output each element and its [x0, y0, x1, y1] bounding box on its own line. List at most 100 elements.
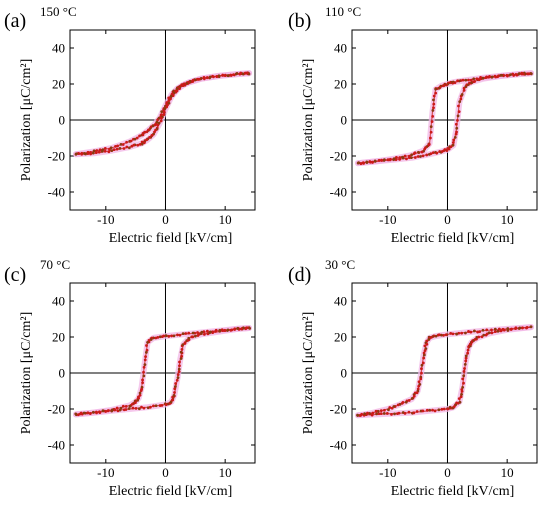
y-tick-label: 0 [341, 366, 348, 381]
data-point [181, 84, 185, 87]
data-point [441, 84, 445, 88]
data-point [114, 144, 117, 148]
data-point [116, 144, 120, 148]
data-point [97, 150, 101, 154]
data-point [499, 329, 503, 333]
data-point [390, 406, 394, 410]
data-point [371, 411, 375, 415]
data-point [143, 363, 147, 367]
data-point [371, 161, 374, 164]
data-point [476, 330, 480, 334]
data-point [454, 132, 458, 136]
data-point [473, 80, 477, 83]
data-point [223, 73, 227, 77]
y-tick-label: -20 [330, 402, 347, 417]
data-point [432, 98, 435, 102]
data-point [183, 341, 187, 345]
data-point [433, 409, 437, 413]
data-point [178, 333, 182, 337]
data-point [469, 78, 473, 82]
data-point [385, 412, 389, 415]
data-point [80, 152, 84, 156]
data-point [410, 397, 414, 400]
data-point [141, 378, 144, 382]
data-point [211, 330, 215, 334]
data-point [396, 403, 400, 407]
data-point [142, 370, 145, 374]
data-point [461, 386, 465, 389]
data-point [403, 154, 407, 158]
data-point [203, 332, 206, 336]
data-point [159, 113, 163, 117]
data-point [106, 409, 110, 413]
data-point [488, 75, 491, 78]
data-point [462, 374, 466, 378]
data-point [125, 145, 129, 149]
data-point [75, 152, 78, 156]
data-point [165, 105, 169, 109]
data-point [165, 101, 169, 104]
data-point [434, 87, 438, 91]
data-point [457, 110, 461, 114]
data-point [156, 123, 160, 127]
data-point [362, 161, 365, 165]
data-point [206, 329, 209, 333]
y-tick-label: 0 [59, 366, 66, 381]
data-layer [354, 70, 535, 167]
data-point [420, 150, 424, 154]
data-point [141, 381, 144, 385]
data-point [506, 327, 510, 330]
data-point [434, 91, 438, 95]
data-point [403, 411, 407, 415]
data-point [133, 137, 137, 141]
y-tick-label: 20 [52, 330, 65, 345]
data-point [469, 330, 473, 334]
data-point [520, 71, 524, 75]
data-point [525, 326, 528, 330]
series-line-descending [357, 326, 532, 416]
x-axis-label: Electric field [kV/cm] [391, 484, 515, 499]
data-point [417, 380, 421, 384]
data-point [167, 334, 171, 338]
data-point [170, 398, 174, 402]
data-point [208, 330, 212, 334]
data-point [127, 407, 131, 411]
data-point [125, 140, 129, 144]
data-point [146, 341, 149, 344]
data-point [142, 141, 146, 145]
data-point [187, 336, 191, 340]
data-point [154, 336, 158, 340]
data-point [466, 351, 470, 355]
data-point [218, 328, 222, 332]
data-point [442, 407, 446, 411]
data-point [172, 334, 176, 338]
data-point [134, 406, 138, 410]
data-point [370, 413, 374, 417]
x-tick-label: 0 [162, 465, 169, 480]
series-halo-ascending [354, 324, 535, 419]
data-point [243, 71, 247, 75]
data-point [129, 139, 133, 143]
data-point [357, 161, 361, 164]
data-point [142, 406, 146, 410]
data-point [511, 72, 515, 76]
data-point [103, 146, 107, 150]
data-point [119, 142, 123, 146]
data-point [162, 113, 166, 117]
data-point [124, 408, 128, 411]
data-point [103, 149, 107, 153]
data-point [88, 412, 92, 415]
panel-letter: (d) [288, 264, 311, 286]
y-tick-label: -20 [48, 402, 65, 417]
data-point [404, 400, 408, 404]
data-point [462, 370, 466, 373]
data-point [146, 406, 150, 410]
data-point [119, 406, 123, 410]
data-point [100, 149, 104, 153]
data-point [78, 412, 82, 416]
data-point [144, 355, 147, 358]
data-point [180, 354, 184, 358]
y-tick-label: 20 [52, 77, 65, 92]
data-point [130, 144, 134, 148]
data-point [157, 121, 161, 125]
